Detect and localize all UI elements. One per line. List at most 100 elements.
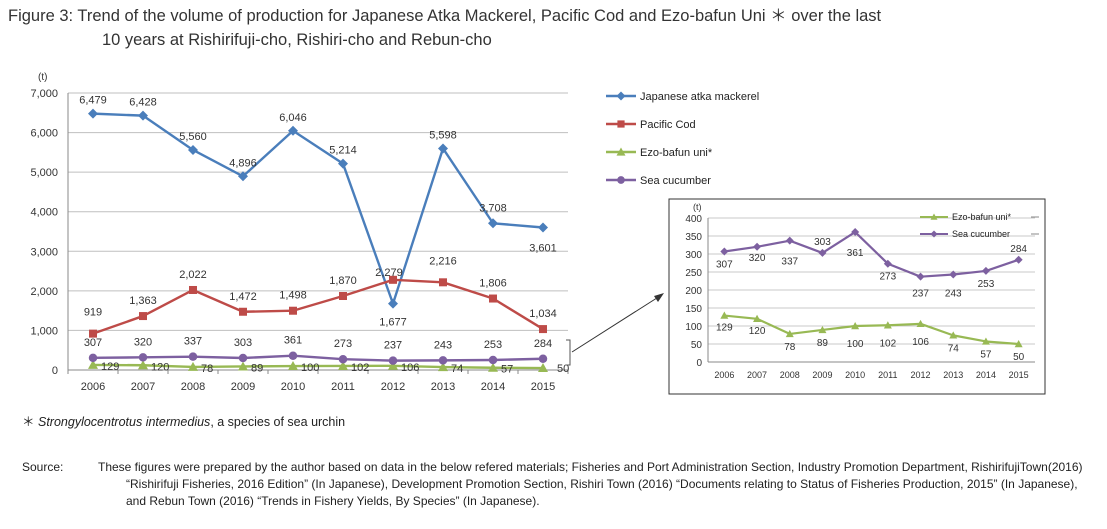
zoom-callout [566,293,664,366]
atka-mackerel-marker [138,110,148,121]
figure-title-line-1: Figure 3: Trend of the volume of product… [8,7,882,25]
inset-ezo-bafun-uni-marker [753,314,762,322]
pacific-cod-marker [439,278,447,287]
ezo-bafun-uni-data-label: 78 [201,363,213,375]
inset-y-tick-label: 250 [685,268,702,279]
footnote-mark: ＊ [22,415,35,429]
inset-x-tick-label: 2006 [714,370,734,380]
figure-title: Figure 3: Trend of the volume of product… [8,4,881,52]
atka-mackerel-line [92,112,544,305]
pacific-cod-data-label: 1,034 [529,308,557,320]
inset-sea-cucumber-data-label: 284 [1010,244,1027,255]
inset-sea-cucumber-marker [916,272,925,281]
inset-ezo-bafun-uni-marker [851,322,860,330]
inset-sea-cucumber-marker [753,242,762,251]
inset-ezo-bafun-uni-data-label: 120 [749,326,766,337]
inset-x-tick-label: 2011 [878,370,897,380]
inset-ezo-bafun-uni-legend-marker [930,213,938,220]
sea-cucumber-data-label: 337 [184,336,202,348]
callout-bracket [566,339,571,366]
sea-cucumber-marker [88,353,98,363]
inset-sea-cucumber-data-label: 337 [781,257,798,268]
ezo-bafun-uni-data-label: 120 [151,361,169,373]
sea-cucumber-data-label: 253 [484,339,502,351]
pacific-cod-marker [189,285,197,294]
x-tick-label: 2006 [81,381,105,393]
pacific-cod-line [92,278,544,335]
inset-ezo-bafun-uni-data-label: 50 [1013,352,1025,363]
inset-ezo-bafun-uni-data-label: 106 [912,337,929,348]
y-tick-label: 5,000 [30,167,58,179]
ezo-bafun-uni-data-label: 102 [351,362,369,374]
pacific-cod-marker [289,306,297,315]
ezo-bafun-uni-legend-label: Ezo-bafun uni* [640,147,713,159]
x-tick-label: 2010 [281,381,305,393]
atka-mackerel-data-label: 5,214 [329,145,357,157]
atka-mackerel-marker [188,144,198,155]
inset-sea-cucumber-data-label: 253 [978,279,995,290]
inset-x-tick-label: 2008 [780,370,800,380]
ezo-bafun-uni-marker [238,361,248,371]
inset-sea-cucumber-marker [1014,255,1023,264]
pacific-cod-data-label: 1,472 [229,291,257,303]
x-tick-label: 2013 [431,381,455,393]
sea-cucumber-data-label: 307 [84,337,102,349]
sea-cucumber-marker [388,356,398,365]
footnote: ＊ Strongylocentrotus intermedius, a spec… [22,411,345,430]
sea-cucumber-marker [338,354,348,364]
inset-x-tick-label: 2012 [911,370,931,380]
pacific-cod-marker [239,307,247,316]
pacific-cod-marker [339,292,347,301]
inset-x-tick-label: 2007 [747,370,767,380]
inset-y-tick-label: 100 [685,322,702,333]
ezo-bafun-uni-marker [388,360,398,370]
inset-sea-cucumber-data-label: 303 [814,237,831,248]
inset-ezo-bafun-uni-marker [981,337,990,345]
inset-sea-cucumber-marker [818,248,827,257]
inset-ezo-bafun-uni-data-label: 102 [880,338,897,349]
inset-y-unit-label: (t) [693,202,702,212]
sea-cucumber-marker [538,354,548,364]
inset-y-tick-label: 150 [685,304,702,315]
main-chart: (t) 0 1,000 2,000 3,000 4,000 5,000 6,000 7,000 2… [30,72,569,393]
inset-sea-cucumber-data-label: 237 [912,289,929,300]
pacific-cod-marker [89,329,97,338]
source-label: Source: [22,460,64,474]
x-tick-label: 2008 [181,381,205,393]
ezo-bafun-uni-data-label: 89 [251,362,263,374]
inset-sea-cucumber-data-label: 273 [880,272,897,283]
y-tick-label: 1,000 [30,325,58,337]
pacific-cod-marker [389,275,397,284]
sea-cucumber-data-label: 361 [284,335,302,347]
ezo-bafun-uni-data-label: 57 [501,364,513,376]
y-tick-label: 3,000 [30,246,58,258]
sea-cucumber-line [92,354,544,362]
inset-sea-cucumber-marker [981,266,990,275]
ezo-bafun-uni-marker [338,360,348,370]
footnote-species: Strongylocentrotus intermedius [38,415,211,429]
footnote-text: , a species of sea urchin [210,415,346,429]
atka-mackerel-marker [538,222,548,233]
inset-sea-cucumber-marker [883,259,892,268]
sea-cucumber-data-label: 237 [384,340,402,352]
ezo-bafun-uni-marker [438,362,448,372]
inset-sea-cucumber-marker [851,228,860,237]
inset-ezo-bafun-uni-marker [1014,340,1023,348]
sea-cucumber-data-label: 243 [434,339,452,351]
x-tick-label: 2011 [331,381,355,393]
ezo-bafun-uni-marker [188,361,198,371]
inset-ezo-bafun-uni-marker [883,321,892,329]
ezo-bafun-uni-marker [538,363,548,373]
y-tick-label: 4,000 [30,207,58,219]
y-unit-label: (t) [38,72,47,83]
ezo-bafun-uni-data-label: 50 [557,363,569,375]
inset-sea-cucumber-marker [785,236,794,245]
callout-arrowhead [654,293,664,302]
atka-mackerel-legend-label: Japanese atka mackerel [640,91,759,103]
atka-mackerel-marker [88,108,98,119]
main-legend: Japanese atka mackerel Pacific Cod Ezo-baf… [606,91,759,187]
y-tick-label: 0 [52,365,58,377]
pacific-cod-data-label: 2,216 [429,255,457,267]
pacific-cod-data-label: 2,022 [179,269,207,281]
inset-ezo-bafun-uni-line [724,314,1019,346]
